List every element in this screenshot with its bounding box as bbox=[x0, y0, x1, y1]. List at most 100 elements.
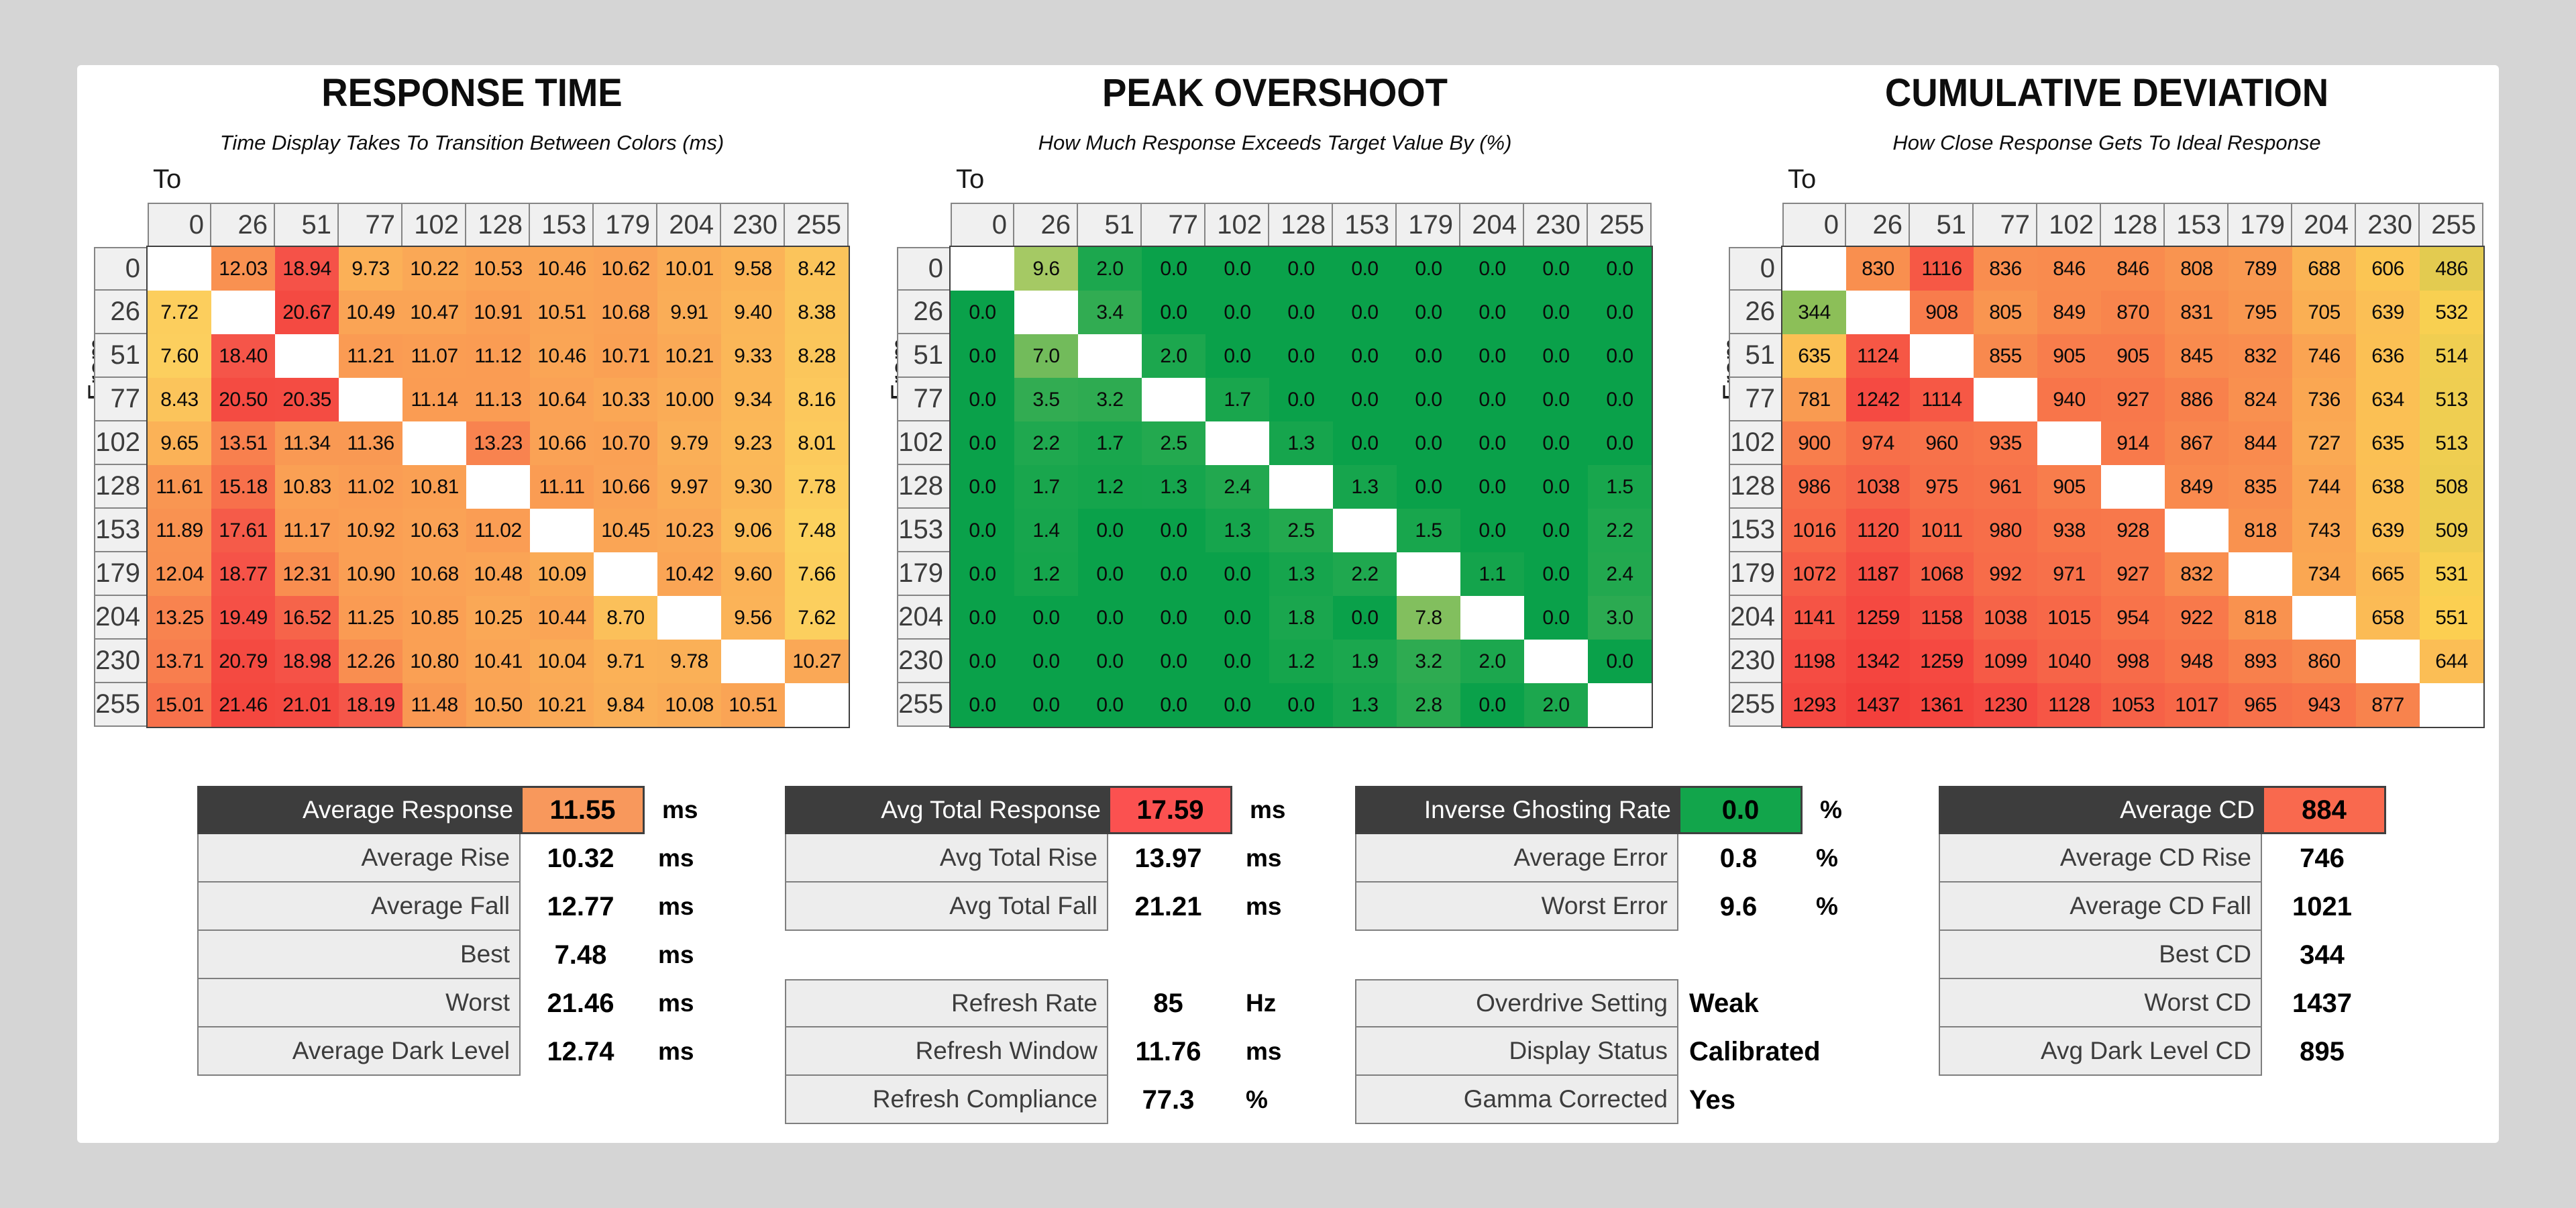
col-header: 230 bbox=[1524, 203, 1588, 247]
heatmap-cell: 0.0 bbox=[1460, 509, 1524, 552]
row-header: 179 bbox=[897, 552, 951, 596]
heatmap-cell: 635 bbox=[2356, 421, 2420, 465]
summary-header-label: Inverse Ghosting Rate bbox=[1357, 788, 1680, 832]
heatmap-cell: 0.0 bbox=[1014, 596, 1078, 640]
heatmap-cell: 0.0 bbox=[1524, 596, 1588, 640]
heatmap-cell: 1099 bbox=[1974, 640, 2037, 683]
heatmap-cell: 0.0 bbox=[1524, 509, 1588, 552]
heatmap-cell: 10.51 bbox=[721, 683, 785, 727]
row-header: 51 bbox=[897, 334, 951, 378]
heatmap-cell: 11.17 bbox=[275, 509, 339, 552]
heatmap-cell: 900 bbox=[1782, 421, 1846, 465]
heatmap-cell: 0.0 bbox=[1205, 334, 1269, 378]
heatmap-cell: 10.04 bbox=[530, 640, 594, 683]
heatmap-cell: 1040 bbox=[2037, 640, 2101, 683]
heatmap-cell: 1120 bbox=[1846, 509, 1910, 552]
heatmap-cell bbox=[1333, 509, 1397, 552]
heatmap-cell: 0.0 bbox=[1333, 421, 1397, 465]
heatmap-cell bbox=[2165, 509, 2229, 552]
heatmap-cell: 15.01 bbox=[148, 683, 211, 727]
heatmap-cell: 20.50 bbox=[211, 378, 275, 421]
heatmap-cell: 0.0 bbox=[1460, 465, 1524, 509]
heatmap-cell: 10.63 bbox=[402, 509, 466, 552]
heatmap-cell: 10.91 bbox=[466, 291, 530, 334]
heatmap-cell: 2.2 bbox=[1333, 552, 1397, 596]
heatmap-cell: 805 bbox=[1974, 291, 2037, 334]
heatmap-cell bbox=[275, 334, 339, 378]
summary-unit: ms bbox=[1246, 1038, 1282, 1065]
heatmap-cell: 10.22 bbox=[402, 247, 466, 291]
summary-label: Best bbox=[197, 931, 521, 979]
col-header: 179 bbox=[1397, 203, 1460, 247]
summary-unit: ms bbox=[658, 844, 694, 872]
heatmap-cell: 532 bbox=[2420, 291, 2483, 334]
heatmap-cell: 10.46 bbox=[530, 334, 594, 378]
heatmap-cell: 8.16 bbox=[785, 378, 849, 421]
heatmap-cell: 2.2 bbox=[1588, 509, 1652, 552]
summary-unit: ms bbox=[662, 796, 698, 823]
heatmap-cell: 922 bbox=[2165, 596, 2229, 640]
heatmap-cell: 0.0 bbox=[1333, 291, 1397, 334]
heatmap-cell bbox=[2420, 683, 2483, 727]
heatmap-cell: 0.0 bbox=[1142, 291, 1205, 334]
heatmap-cell: 831 bbox=[2165, 291, 2229, 334]
col-header: 204 bbox=[2292, 203, 2356, 247]
heatmap-cell bbox=[2037, 421, 2101, 465]
heatmap-cell: 8.43 bbox=[148, 378, 211, 421]
heatmap-cell bbox=[785, 683, 849, 727]
heatmap-cell: 10.46 bbox=[530, 247, 594, 291]
heatmap-cell bbox=[530, 509, 594, 552]
heatmap-cell: 7.72 bbox=[148, 291, 211, 334]
heatmap-cell: 0.0 bbox=[1142, 552, 1205, 596]
heatmap-cell: 13.25 bbox=[148, 596, 211, 640]
heatmap-cell: 10.33 bbox=[594, 378, 657, 421]
heatmap-cell: 980 bbox=[1974, 509, 2037, 552]
heatmap-cell: 9.33 bbox=[721, 334, 785, 378]
row-header: 153 bbox=[897, 509, 951, 552]
heatmap-cell: 1.2 bbox=[1269, 640, 1333, 683]
heatmap-cell: 1.7 bbox=[1014, 465, 1078, 509]
summary-header-label: Average CD bbox=[1941, 788, 2264, 832]
section-title: PEAK OVERSHOOT bbox=[1102, 71, 1448, 115]
heatmap-cell: 10.50 bbox=[466, 683, 530, 727]
heatmap-cell: 0.0 bbox=[951, 421, 1014, 465]
summary-value: 7.48 bbox=[554, 940, 607, 970]
heatmap-cell: 1198 bbox=[1782, 640, 1846, 683]
heatmap-cell: 635 bbox=[1782, 334, 1846, 378]
heatmap-cell: 1.8 bbox=[1269, 596, 1333, 640]
heatmap-cell: 0.0 bbox=[1397, 334, 1460, 378]
heatmap-cell: 606 bbox=[2356, 247, 2420, 291]
heatmap-cell: 11.61 bbox=[148, 465, 211, 509]
heatmap-cell: 795 bbox=[2229, 291, 2292, 334]
heatmap-cell: 3.2 bbox=[1397, 640, 1460, 683]
summary-label: Avg Total Fall bbox=[785, 883, 1108, 931]
heatmap-cell: 1.2 bbox=[1078, 465, 1142, 509]
col-header: 128 bbox=[1269, 203, 1333, 247]
heatmap-cell: 3.0 bbox=[1588, 596, 1652, 640]
heatmap-cell: 744 bbox=[2292, 465, 2356, 509]
col-header: 51 bbox=[275, 203, 339, 247]
heatmap-cell: 0.0 bbox=[951, 334, 1014, 378]
heatmap-cell: 9.30 bbox=[721, 465, 785, 509]
heatmap-cell: 2.4 bbox=[1205, 465, 1269, 509]
heatmap-cell: 11.14 bbox=[402, 378, 466, 421]
summary-value: 344 bbox=[2300, 940, 2345, 970]
col-header: 26 bbox=[1014, 203, 1078, 247]
col-header: 255 bbox=[2420, 203, 2483, 247]
heatmap-cell: 1.9 bbox=[1333, 640, 1397, 683]
heatmap-cell: 10.48 bbox=[466, 552, 530, 596]
heatmap-cell: 0.0 bbox=[1460, 334, 1524, 378]
summary-label: Avg Total Rise bbox=[785, 834, 1108, 883]
heatmap-cell bbox=[1910, 334, 1974, 378]
summary-header-value: 884 bbox=[2264, 788, 2384, 832]
summary-value: 21.21 bbox=[1134, 891, 1202, 921]
heatmap-cell: 824 bbox=[2229, 378, 2292, 421]
heatmap-cell: 965 bbox=[2229, 683, 2292, 727]
heatmap-cell: 746 bbox=[2292, 334, 2356, 378]
summary-value: 1021 bbox=[2292, 891, 2352, 921]
heatmap-cell: 13.71 bbox=[148, 640, 211, 683]
heatmap-cell: 928 bbox=[2101, 509, 2165, 552]
response-summary-table: Average Response 11.55 ms Average Rise 10.32… bbox=[197, 786, 698, 1076]
row-header: 255 bbox=[94, 683, 148, 727]
heatmap-cell: 781 bbox=[1782, 378, 1846, 421]
